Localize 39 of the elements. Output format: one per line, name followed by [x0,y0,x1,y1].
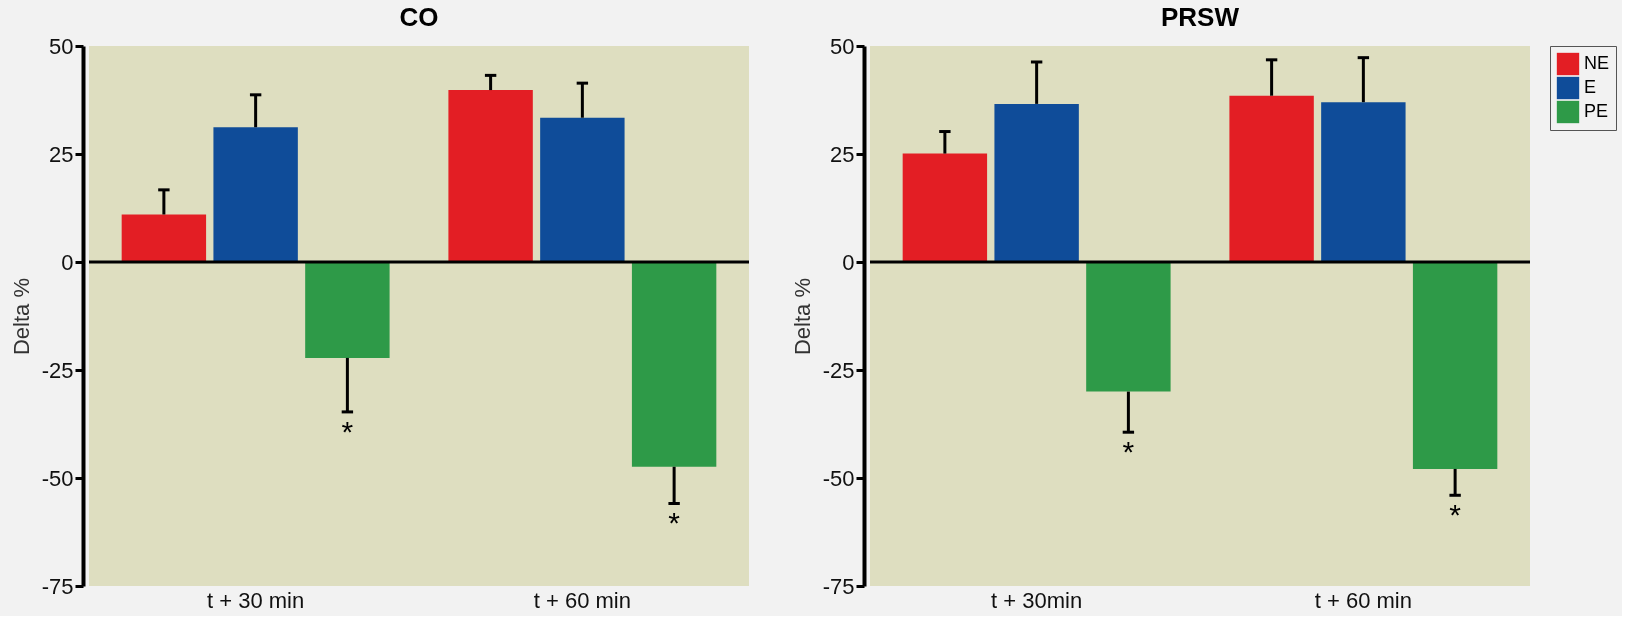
chart-title: PRSW [1161,2,1240,32]
bar [448,90,533,262]
y-tick-label: 0 [842,249,855,275]
y-tick-label: -25 [41,357,74,383]
bar [631,262,717,467]
x-tick-label: t + 60 min [533,587,631,613]
legend-label: NE [1584,53,1610,73]
bar [1229,95,1314,262]
bar [1321,102,1406,262]
bar [213,127,298,262]
bar [902,153,988,262]
legend-label: PE [1584,101,1609,121]
y-tick-label: 50 [49,33,74,59]
bar [994,103,1079,262]
y-axis-title: Delta % [789,277,815,356]
y-tick-label: -75 [41,573,74,599]
x-tick-label: t + 30 min [207,587,305,613]
x-tick-label: t + 30min [991,587,1083,613]
y-tick-label: 25 [49,141,74,167]
bar [540,117,625,262]
bar [305,262,390,358]
annotation: * [341,414,354,448]
y-tick-label: -75 [822,573,855,599]
bar [1086,262,1171,392]
annotation: * [1122,435,1135,469]
bar [121,214,207,262]
y-tick-label: 0 [61,249,74,275]
y-tick-label: -25 [822,357,855,383]
y-tick-label: 25 [830,141,855,167]
y-tick-label: -50 [41,465,74,491]
y-tick-label: -50 [822,465,855,491]
bar [1412,262,1498,469]
annotation: * [668,506,681,540]
annotation: * [1449,498,1462,532]
chart-title: CO [399,2,439,32]
y-tick-label: 50 [830,33,855,59]
y-axis-title: Delta % [8,277,34,356]
legend-label: E [1584,77,1597,97]
x-tick-label: t + 60 min [1314,587,1412,613]
